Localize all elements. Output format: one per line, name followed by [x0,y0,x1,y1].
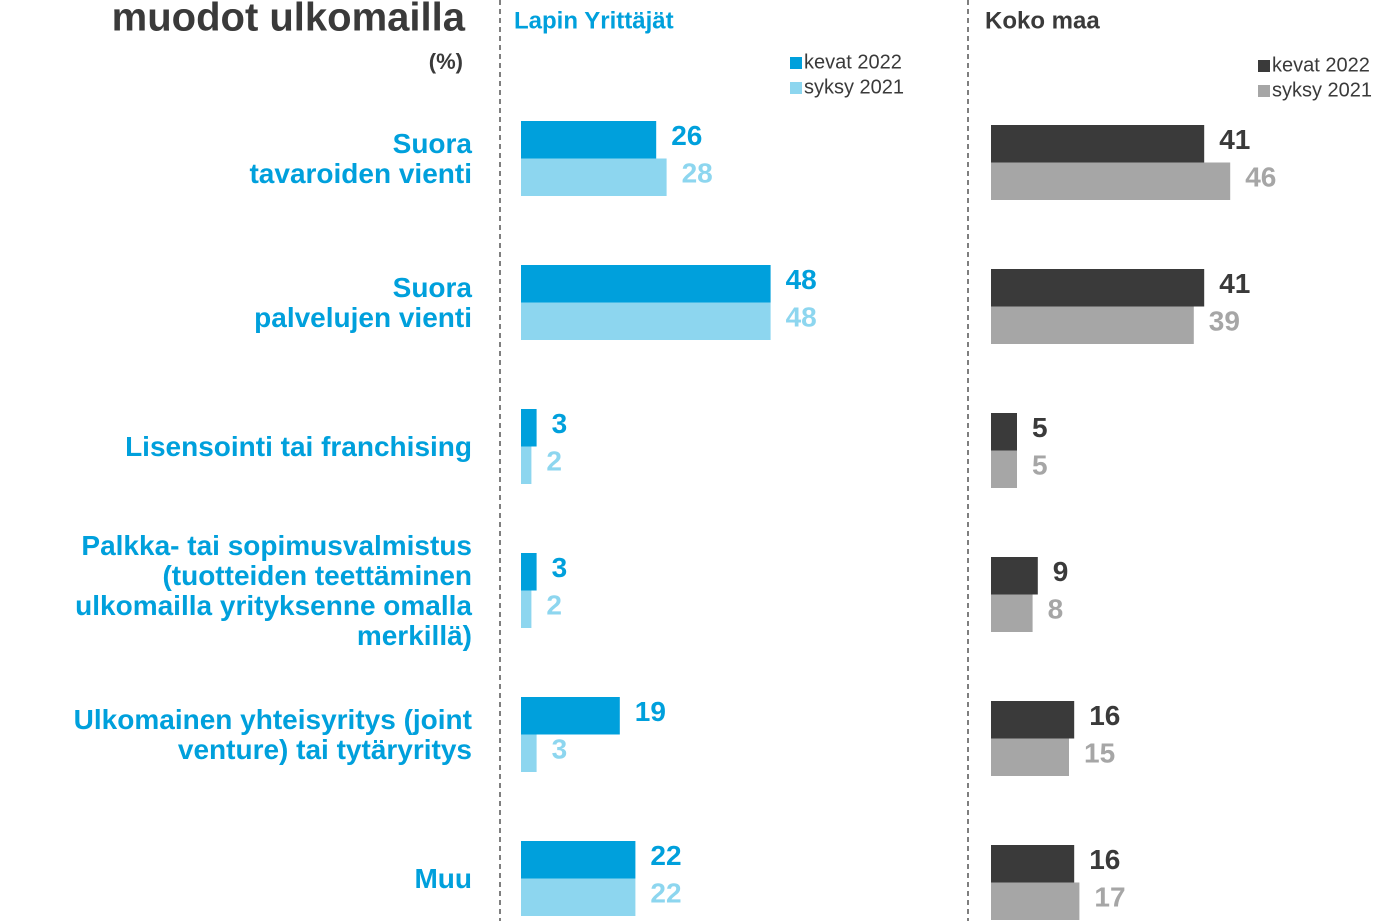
value-label: 22 [650,840,681,871]
legend-swatch [790,82,802,94]
value-label: 22 [650,878,681,909]
category-label-box: Palkka- tai sopimusvalmistus (tuotteiden… [0,519,472,663]
bar [991,306,1194,344]
bar [521,158,667,196]
legend-label: syksy 2021 [1272,79,1372,101]
value-label: 48 [786,302,817,333]
bar [521,590,532,628]
bar [991,594,1033,632]
bar [991,882,1080,920]
category-label-box: Ulkomainen yhteisyritys (joint venture) … [0,663,472,807]
category-label-box: Lisensointi tai franchising [0,375,472,519]
bar [991,738,1069,776]
value-label: 2 [546,590,562,621]
bar [521,553,537,591]
category-label: Muu [414,862,472,894]
value-label: 41 [1219,124,1250,155]
legend-label: kevat 2022 [804,51,902,73]
value-label: 48 [786,264,817,295]
value-label: 3 [552,552,568,583]
category-label-box: Suora palvelujen vienti [0,231,472,375]
category-label: Suora tavaroiden vienti [249,127,472,189]
legend-label: syksy 2021 [804,76,904,98]
category-label: Lisensointi tai franchising [125,430,472,462]
chart-title: muodot ulkomailla [112,0,466,40]
value-label: 9 [1053,556,1069,587]
value-label: 5 [1032,450,1048,481]
bar [991,125,1205,163]
bar [521,878,636,916]
bar [521,446,532,484]
value-label: 5 [1032,412,1048,443]
bar [991,269,1205,307]
bar [521,697,620,735]
legend-label: kevat 2022 [1272,54,1370,76]
bar [521,409,537,447]
bar [991,450,1017,488]
legend-swatch [1258,85,1270,97]
value-label: 19 [635,696,666,727]
value-label: 28 [682,158,713,189]
value-label: 8 [1048,594,1064,625]
category-label: Palkka- tai sopimusvalmistus (tuotteiden… [75,529,472,651]
bar [991,701,1075,739]
bar [521,841,636,879]
value-label: 17 [1094,882,1125,913]
category-label-box: Suora tavaroiden vienti [0,87,472,231]
legend-swatch [790,57,802,69]
value-label: 15 [1084,738,1115,769]
value-label: 41 [1219,268,1250,299]
value-label: 16 [1089,844,1120,875]
value-label: 46 [1245,162,1276,193]
unit: (%) [429,49,463,74]
panel-title: Lapin Yrittäjät [514,7,674,34]
bar [521,121,657,159]
category-label-box: Muu [0,807,472,921]
bar [991,845,1075,883]
bar [991,413,1017,451]
bar [521,734,537,772]
value-label: 3 [552,734,568,765]
panel-title: Koko maa [985,7,1100,34]
value-label: 39 [1209,306,1240,337]
bar [991,557,1038,595]
value-label: 2 [546,446,562,477]
category-label: Suora palvelujen vienti [254,271,472,333]
bar [991,162,1231,200]
legend-swatch [1258,60,1270,72]
bar [521,265,771,303]
value-label: 16 [1089,700,1120,731]
bar [521,302,771,340]
category-label: Ulkomainen yhteisyritys (joint venture) … [73,703,472,765]
value-label: 3 [552,408,568,439]
value-label: 26 [671,120,702,151]
